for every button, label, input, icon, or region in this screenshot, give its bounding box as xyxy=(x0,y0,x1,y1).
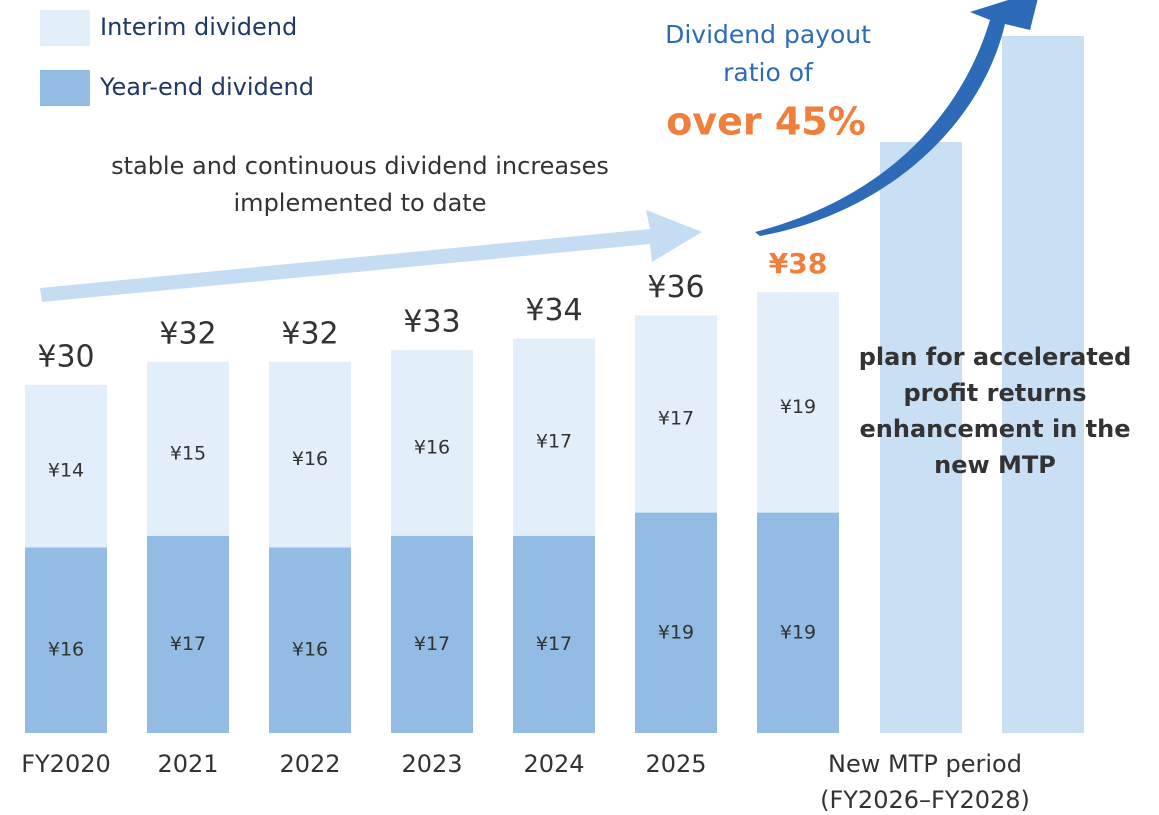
annotation: Dividend payout xyxy=(665,20,871,49)
bar-segment xyxy=(635,315,717,513)
annotation: enhancement in the xyxy=(860,415,1131,443)
x-tick-label: 2024 xyxy=(523,750,584,778)
annotation: stable and continuous dividend increases xyxy=(111,152,609,180)
annotation: plan for accelerated xyxy=(859,343,1132,371)
total-label: ¥30 xyxy=(37,340,94,375)
total-label: ¥32 xyxy=(159,316,216,351)
value-label: ¥19 xyxy=(780,621,816,643)
bar-segment xyxy=(635,512,717,733)
value-label: ¥19 xyxy=(658,621,694,643)
value-label: ¥17 xyxy=(536,633,572,655)
annotation: implemented to date xyxy=(234,189,487,217)
value-label: ¥17 xyxy=(170,633,206,655)
x-tick-label: (FY2026–FY2028) xyxy=(820,786,1030,814)
plan-bar xyxy=(1002,36,1084,733)
plan-bar xyxy=(880,142,962,733)
payout-arrow xyxy=(755,0,1038,236)
value-label: ¥17 xyxy=(536,431,572,453)
legend-label: Year-end dividend xyxy=(99,73,314,101)
bar-segment xyxy=(391,350,473,536)
bar-segment xyxy=(391,535,473,733)
bar-segment xyxy=(269,361,351,548)
total-label: ¥36 xyxy=(647,270,704,305)
bar-segment xyxy=(25,385,107,548)
bar-segment xyxy=(25,547,107,733)
x-tick-label: 2023 xyxy=(401,750,462,778)
value-label: ¥17 xyxy=(658,408,694,430)
value-label: ¥16 xyxy=(48,639,84,661)
value-label: ¥17 xyxy=(414,633,450,655)
bar-segment xyxy=(147,361,229,536)
annotation: new MTP xyxy=(934,451,1056,479)
value-label: ¥15 xyxy=(170,442,206,464)
x-tick-label: 2022 xyxy=(279,750,340,778)
trend-arrow xyxy=(40,210,702,302)
annotation: profit returns xyxy=(904,379,1087,407)
value-label: ¥19 xyxy=(780,396,816,418)
value-label: ¥16 xyxy=(292,639,328,661)
x-tick-label: New MTP period xyxy=(828,750,1022,778)
bar-segment xyxy=(513,535,595,733)
bar-segment xyxy=(147,535,229,733)
bar-segment xyxy=(757,292,839,513)
bar-segment xyxy=(757,512,839,733)
bar-segment xyxy=(269,547,351,733)
total-label: ¥38 xyxy=(769,247,827,280)
annotation: ratio of xyxy=(723,58,814,87)
value-label: ¥16 xyxy=(414,437,450,459)
legend-swatch xyxy=(40,70,90,106)
bar-segment xyxy=(513,338,595,536)
legend-swatch xyxy=(40,10,90,46)
legend-label: Interim dividend xyxy=(100,13,297,41)
x-tick-label: 2021 xyxy=(157,750,218,778)
value-label: ¥16 xyxy=(292,448,328,470)
total-label: ¥32 xyxy=(281,316,338,351)
total-label: ¥33 xyxy=(403,305,460,340)
x-tick-label: FY2020 xyxy=(21,750,111,778)
annotation-emphasis: over 45% xyxy=(666,100,866,144)
x-tick-label: 2025 xyxy=(645,750,706,778)
total-label: ¥34 xyxy=(525,293,582,328)
value-label: ¥14 xyxy=(48,460,84,482)
